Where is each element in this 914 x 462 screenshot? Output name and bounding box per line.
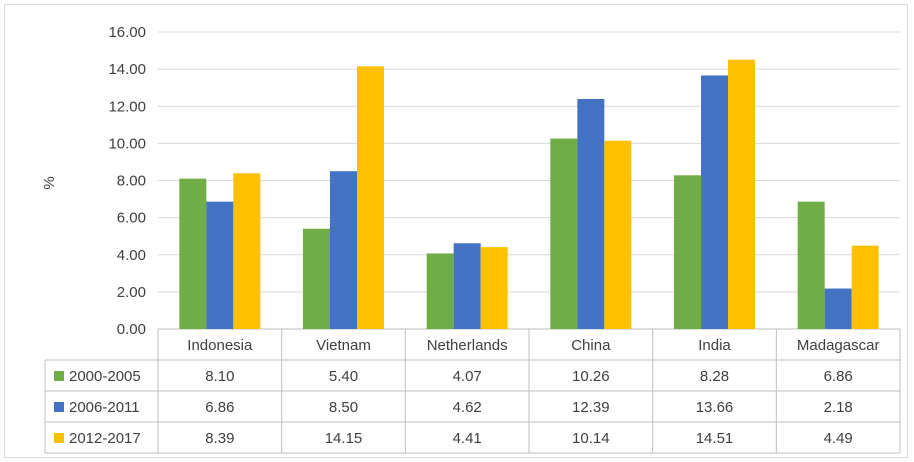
data-table-value: 2.18 xyxy=(824,399,853,416)
data-table-value: 10.14 xyxy=(572,430,610,447)
bar xyxy=(303,228,330,329)
x-tick-label: Netherlands xyxy=(427,337,508,354)
chart-area xyxy=(4,4,908,458)
y-tick-label: 0.00 xyxy=(117,321,146,338)
legend-label: 2000-2005 xyxy=(69,368,141,385)
data-table-value: 14.15 xyxy=(325,430,363,447)
bar xyxy=(728,59,755,330)
bar xyxy=(550,138,578,329)
data-table-value: 5.40 xyxy=(329,368,358,385)
x-tick-label: Madagascar xyxy=(797,337,880,354)
bar xyxy=(480,247,508,329)
data-table-value: 8.28 xyxy=(700,368,729,385)
bar xyxy=(824,288,852,329)
bar xyxy=(797,201,825,329)
data-table-value: 4.07 xyxy=(453,368,482,385)
data-table-value: 4.49 xyxy=(824,430,853,447)
legend-label: 2012-2017 xyxy=(69,430,141,447)
y-tick-label: 14.00 xyxy=(108,61,146,78)
data-table-value: 8.39 xyxy=(205,430,234,447)
data-table-value: 6.86 xyxy=(824,368,853,385)
data-table-value: 8.10 xyxy=(205,368,234,385)
y-tick-label: 12.00 xyxy=(108,98,146,115)
y-tick-label: 10.00 xyxy=(108,135,146,152)
data-table-value: 12.39 xyxy=(572,399,610,416)
y-tick-label: 6.00 xyxy=(117,210,146,227)
bar xyxy=(577,99,605,330)
data-table-value: 8.50 xyxy=(329,399,358,416)
y-tick-label: 4.00 xyxy=(117,247,146,264)
data-table-value: 6.86 xyxy=(205,399,234,416)
bar xyxy=(206,201,234,329)
bar xyxy=(453,243,481,329)
y-axis-label: % xyxy=(41,176,58,189)
data-table-value: 13.66 xyxy=(696,399,734,416)
bar xyxy=(701,75,728,329)
legend-swatch xyxy=(54,433,64,443)
x-tick-label: China xyxy=(571,337,611,354)
bar xyxy=(233,173,261,329)
x-tick-label: India xyxy=(698,337,731,354)
x-tick-label: Indonesia xyxy=(187,337,253,354)
data-table-value: 10.26 xyxy=(572,368,610,385)
y-tick-label: 2.00 xyxy=(117,284,146,301)
bar xyxy=(357,66,384,329)
data-table-value: 4.41 xyxy=(453,430,482,447)
bar xyxy=(426,253,454,329)
data-table-value: 4.62 xyxy=(453,399,482,416)
y-tick-label: 16.00 xyxy=(108,24,146,41)
y-tick-label: 8.00 xyxy=(117,173,146,190)
bar xyxy=(604,140,632,329)
data-table-value: 14.51 xyxy=(696,430,734,447)
bar xyxy=(179,178,207,329)
legend-swatch xyxy=(54,371,64,381)
bar xyxy=(330,171,357,329)
bar xyxy=(851,245,879,329)
x-tick-label: Vietnam xyxy=(316,337,371,354)
bar xyxy=(674,175,701,329)
legend-label: 2006-2011 xyxy=(69,399,140,416)
legend-swatch xyxy=(54,402,64,412)
